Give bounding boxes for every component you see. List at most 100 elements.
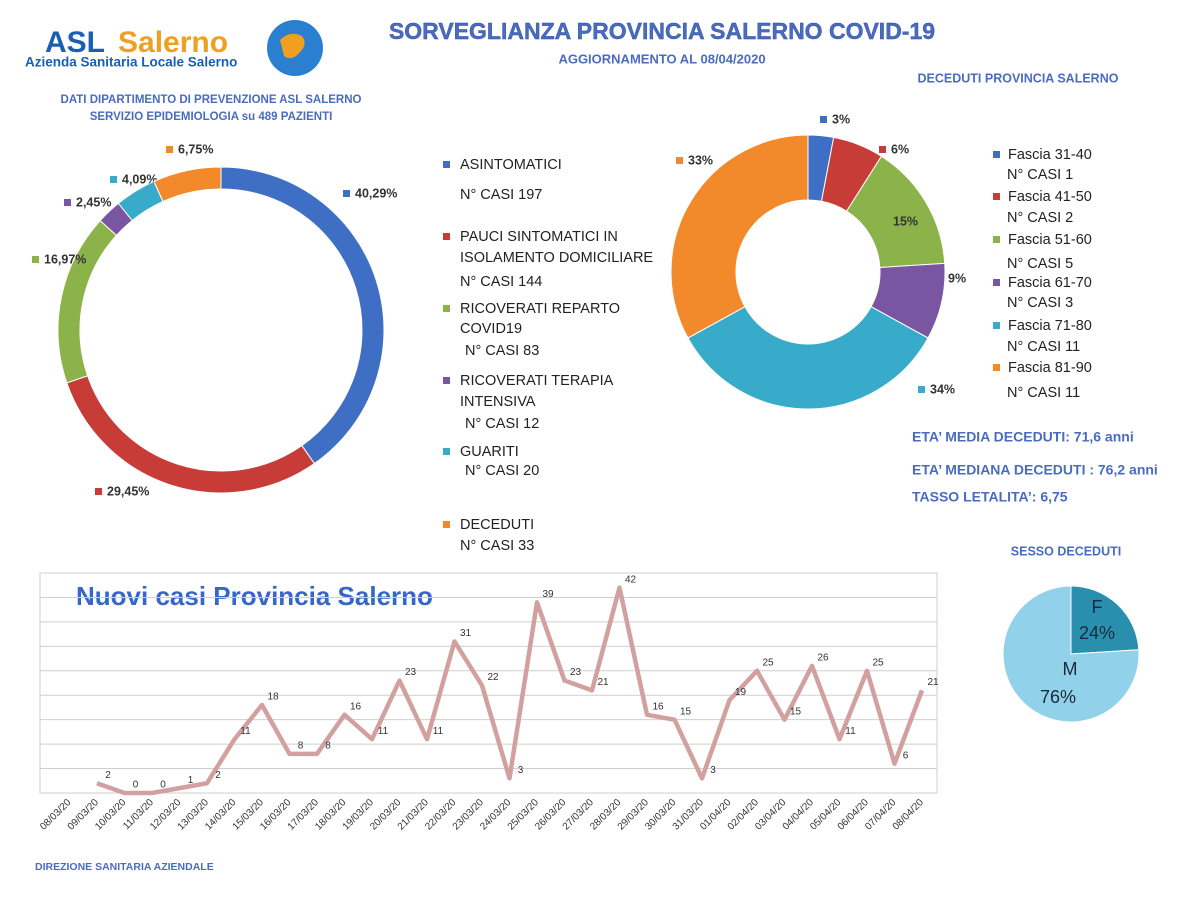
legend-label: Fascia 71-80 xyxy=(1008,318,1092,334)
legend-cases: N° CASI 3 xyxy=(1007,295,1073,311)
legend-marker xyxy=(443,377,450,384)
legend-cases: N° CASI 33 xyxy=(460,538,534,554)
legend-label: ISOLAMENTO DOMICILIARE xyxy=(460,250,653,266)
legend-label: GUARITI xyxy=(460,444,519,460)
legend-marker xyxy=(443,448,450,455)
data-label: 3 xyxy=(710,765,716,776)
legend-label: Fascia 81-90 xyxy=(1008,360,1092,376)
legend-cases: N° CASI 5 xyxy=(1007,256,1073,272)
logo-shape xyxy=(280,33,305,59)
value-label: 34% xyxy=(930,382,955,396)
data-label: 16 xyxy=(350,701,362,712)
chart-title: DATI DIPARTIMENTO DI PREVENZIONE ASL SAL… xyxy=(61,94,362,106)
legend-marker xyxy=(993,322,1000,329)
data-label: 6 xyxy=(903,750,909,761)
legend-cases: N° CASI 144 xyxy=(460,274,542,290)
value-label: 2,45% xyxy=(76,195,111,209)
data-label: 8 xyxy=(298,741,304,752)
legend-marker xyxy=(993,364,1000,371)
data-label: 42 xyxy=(625,574,637,585)
stat: TASSO LETALITA’: 6,75 xyxy=(912,489,1068,505)
legend-marker xyxy=(993,193,1000,200)
category-label: M xyxy=(1063,659,1078,679)
legend-marker xyxy=(443,233,450,240)
legend-cases: N° CASI 2 xyxy=(1007,210,1073,226)
legend-marker xyxy=(443,305,450,312)
legend-marker xyxy=(993,236,1000,243)
data-label: 25 xyxy=(762,657,774,668)
label-marker xyxy=(820,116,827,123)
value-label: 40,29% xyxy=(355,186,397,200)
label-marker xyxy=(676,157,683,164)
chart-title: SESSO DECEDUTI xyxy=(1011,544,1121,558)
stat: ETA’ MEDIA DECEDUTI: 71,6 anni xyxy=(912,429,1134,445)
legend-cases: N° CASI 11 xyxy=(1007,339,1080,355)
legend-label: Fascia 61-70 xyxy=(1008,275,1092,291)
data-label: 2 xyxy=(215,770,221,781)
chart-title: Nuovi casi Provincia Salerno xyxy=(76,581,433,611)
data-label: 18 xyxy=(267,692,279,703)
data-label: 8 xyxy=(325,741,331,752)
slice xyxy=(687,306,929,410)
logo-subtitle: Azienda Sanitaria Locale Salerno xyxy=(25,55,237,70)
value-label: 3% xyxy=(832,112,850,126)
data-label: 26 xyxy=(817,653,829,664)
legend-marker xyxy=(443,521,450,528)
data-label: 15 xyxy=(680,706,692,717)
legend-cases: N° CASI 12 xyxy=(465,416,539,432)
label-marker xyxy=(881,218,888,225)
slice xyxy=(1002,585,1140,723)
legend-label: INTENSIVA xyxy=(460,394,536,410)
legend-marker xyxy=(993,279,1000,286)
value-label: 76% xyxy=(1040,687,1076,707)
legend-cases: N° CASI 1 xyxy=(1007,167,1073,183)
data-label: 21 xyxy=(597,677,609,688)
label-marker xyxy=(166,146,173,153)
value-label: 24% xyxy=(1079,623,1115,643)
legend-marker xyxy=(443,161,450,168)
value-label: 15% xyxy=(893,214,918,228)
data-label: 0 xyxy=(133,780,139,791)
value-label: 33% xyxy=(688,153,713,167)
legend-cases: N° CASI 20 xyxy=(465,463,539,479)
legend-cases: N° CASI 83 xyxy=(465,343,539,359)
data-label: 23 xyxy=(570,667,582,678)
data-label: 31 xyxy=(460,628,472,639)
legend-label: COVID19 xyxy=(460,321,522,337)
data-label: 19 xyxy=(735,687,747,698)
plot-frame xyxy=(39,572,938,794)
value-label: 16,97% xyxy=(44,252,86,266)
legend-cases: N° CASI 11 xyxy=(1007,385,1080,401)
data-label: 21 xyxy=(927,677,939,688)
label-marker xyxy=(936,275,943,282)
chart-title: SERVIZIO EPIDEMIOLOGIA su 489 PAZIENTI xyxy=(90,111,333,123)
data-label: 23 xyxy=(405,667,417,678)
legend-label: Fascia 31-40 xyxy=(1008,147,1092,163)
value-label: 29,45% xyxy=(107,484,149,498)
slice xyxy=(670,134,809,339)
data-label: 39 xyxy=(542,589,554,600)
logo-city: Salerno xyxy=(118,26,228,59)
slice xyxy=(153,166,222,203)
data-label: 11 xyxy=(378,726,389,737)
legend-cases: N° CASI 197 xyxy=(460,187,542,203)
data-label: 25 xyxy=(872,657,884,668)
label-marker xyxy=(110,176,117,183)
data-label: 11 xyxy=(845,726,856,737)
footer: DIREZIONE SANITARIA AZIENDALE xyxy=(35,861,214,873)
data-label: 0 xyxy=(160,780,166,791)
slice xyxy=(1070,585,1140,655)
value-label: 6,75% xyxy=(178,142,213,156)
data-label: 11 xyxy=(240,726,251,737)
data-label: 16 xyxy=(652,701,664,712)
data-label: 11 xyxy=(433,726,444,737)
title: SORVEGLIANZA PROVINCIA SALERNO COVID-19 xyxy=(389,18,935,44)
data-label: 15 xyxy=(790,706,802,717)
value-label: 9% xyxy=(948,271,966,285)
legend-label: RICOVERATI TERAPIA xyxy=(460,373,614,389)
label-marker xyxy=(32,256,39,263)
stat: ETA’ MEDIANA DECEDUTI : 76,2 anni xyxy=(912,462,1158,478)
subtitle: AGGIORNAMENTO AL 08/04/2020 xyxy=(558,51,765,66)
